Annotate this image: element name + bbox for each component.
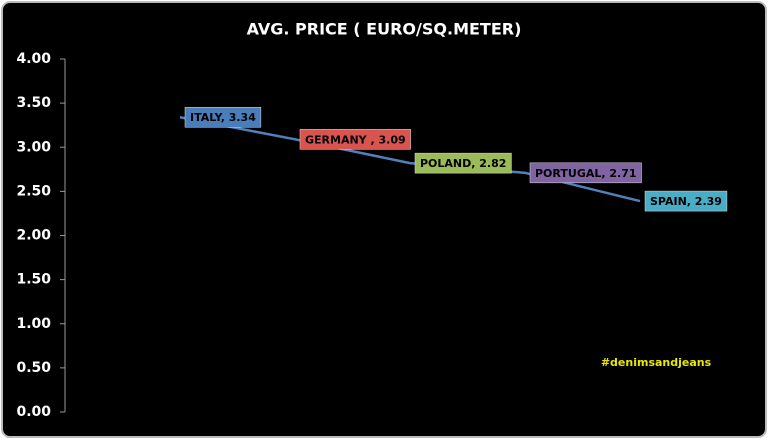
data-label-box [184,106,262,128]
y-tick-label: 3.00 [16,139,51,155]
y-tick-label: 1.50 [16,272,51,288]
data-label: POLAND, 2.82 [420,157,506,170]
y-tick-label: 4.00 [16,51,51,67]
y-tick-label: 2.00 [16,228,51,244]
data-label-box [529,162,642,184]
y-tick-label: 0.50 [16,360,51,376]
data-label-box [644,190,728,212]
data-label: SPAIN, 2.39 [650,195,722,208]
y-tick-label: 0.00 [16,404,51,420]
y-tick-label: 2.50 [16,183,51,199]
y-tick-label: 1.00 [16,316,51,332]
data-label: PORTUGAL, 2.71 [535,167,637,180]
data-label: ITALY, 3.34 [190,111,256,124]
y-tick-label: 3.50 [16,95,51,111]
chart-title: AVG. PRICE ( EURO/SQ.METER) [247,20,522,39]
data-label-box [414,152,512,174]
data-label-box [299,129,411,150]
annotation: #denimsandjeans [601,356,712,369]
data-label: GERMANY , 3.09 [305,133,406,146]
